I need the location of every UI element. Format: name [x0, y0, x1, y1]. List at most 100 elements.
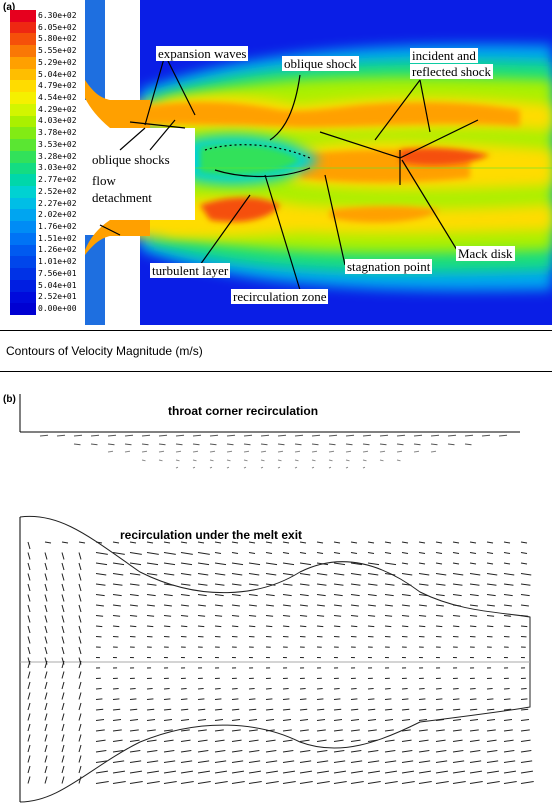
velocity-vector: [282, 583, 293, 586]
velocity-vector: [226, 434, 236, 437]
velocity-vector: [367, 698, 375, 700]
velocity-vector: [163, 604, 172, 607]
color-legend-labels: 6.30e+02 6.05e+02 5.80e+02 5.55e+02 5.29e+02…: [0, 0, 90, 330]
velocity-vector: [401, 604, 410, 607]
velocity-vector: [469, 780, 483, 784]
velocity-vector: [163, 594, 173, 597]
velocity-vector: [146, 770, 160, 774]
velocity-vector: [27, 541, 31, 550]
velocity-vector: [316, 698, 324, 700]
velocity-vector: [282, 562, 295, 566]
legend-swatch: [10, 56, 36, 70]
velocity-vector: [328, 434, 338, 437]
velocity-contour-panel: (a) 6.30e+02 6.05e+02 5.80e+02 5.55e+02 5.29…: [0, 0, 552, 330]
velocity-vector: [401, 625, 409, 628]
velocity-vector: [418, 739, 429, 742]
velocity-vector: [316, 615, 325, 617]
velocity-vector: [503, 541, 511, 544]
velocity-vector: [265, 562, 278, 566]
velocity-vector: [78, 541, 86, 544]
velocity-vector: [243, 459, 248, 462]
velocity-vector: [146, 604, 155, 607]
legend-value-label: 5.04e+02: [38, 69, 77, 79]
velocity-vector: [469, 760, 482, 763]
velocity-vector: [248, 750, 260, 753]
velocity-vector: [112, 708, 121, 711]
velocity-vector: [214, 552, 222, 554]
velocity-vector: [95, 708, 104, 711]
velocity-vector: [299, 708, 308, 711]
velocity-vector: [129, 562, 142, 566]
velocity-vector: [44, 583, 48, 592]
velocity-vector: [396, 434, 406, 437]
velocity-vector: [299, 604, 308, 607]
velocity-vector: [384, 780, 398, 784]
annotation-incident-line1: incident and: [410, 48, 478, 63]
velocity-vector: [146, 739, 157, 742]
velocity-vector: [44, 573, 48, 581]
velocity-vector: [333, 750, 345, 753]
legend-value-label: 2.27e+02: [38, 198, 77, 208]
velocity-vector: [452, 719, 462, 721]
velocity-vector: [265, 615, 274, 617]
velocity-vector: [350, 562, 363, 566]
velocity-vector: [469, 719, 479, 721]
velocity-vector: [333, 698, 341, 700]
velocity-vector: [44, 636, 48, 644]
velocity-vector: [299, 760, 312, 763]
velocity-vector: [129, 625, 137, 628]
velocity-vector: [362, 459, 367, 462]
legend-value-label: 1.51e+02: [38, 233, 77, 243]
velocity-vector: [282, 729, 292, 732]
velocity-vector: [107, 443, 115, 446]
velocity-vector: [112, 780, 126, 784]
velocity-vector: [345, 450, 352, 453]
velocity-vector: [486, 625, 494, 628]
velocity-vector: [78, 765, 82, 774]
velocity-vector: [379, 459, 384, 462]
velocity-vector: [197, 594, 207, 597]
legend-value-label: 5.80e+02: [38, 34, 77, 44]
velocity-vector: [452, 760, 465, 763]
velocity-vector: [503, 729, 513, 732]
velocity-vector: [299, 594, 309, 597]
velocity-vector: [486, 780, 500, 784]
velocity-vector: [311, 459, 316, 462]
velocity-vector: [231, 708, 240, 711]
velocity-vector: [350, 625, 358, 628]
velocity-vector: [197, 780, 211, 784]
velocity-vector: [520, 583, 531, 586]
velocity-vector: [418, 541, 426, 544]
velocity-vector: [384, 760, 397, 763]
velocity-vector: [112, 760, 125, 763]
velocity-vector: [112, 698, 120, 700]
velocity-vector: [384, 729, 394, 732]
velocity-vector: [95, 625, 103, 628]
nozzle-upper-blue: [85, 0, 105, 100]
velocity-vector: [231, 760, 244, 763]
velocity-vector: [486, 583, 497, 586]
velocity-vector: [520, 552, 528, 554]
legend-value-label: 3.03e+02: [38, 163, 77, 173]
legend-value-label: 6.05e+02: [38, 22, 77, 32]
velocity-vector: [333, 615, 342, 617]
velocity-vector: [503, 552, 511, 554]
velocity-vector: [197, 625, 205, 628]
velocity-vector: [61, 723, 65, 732]
velocity-vector: [384, 750, 396, 753]
velocity-vector: [452, 562, 460, 565]
velocity-vector: [214, 770, 228, 774]
velocity-vector: [129, 719, 139, 721]
velocity-vector: [452, 594, 462, 597]
velocity-vector: [61, 562, 65, 571]
velocity-vector: [345, 443, 353, 446]
velocity-vector: [61, 573, 65, 581]
velocity-vector: [78, 713, 82, 721]
velocity-vector: [367, 750, 379, 753]
velocity-vector: [175, 450, 182, 453]
velocity-vector: [379, 434, 389, 437]
nozzle-lower-blue: [85, 235, 105, 325]
velocity-vector: [197, 770, 211, 774]
legend-swatch: [10, 209, 36, 222]
throat-vector-field: [39, 434, 508, 469]
